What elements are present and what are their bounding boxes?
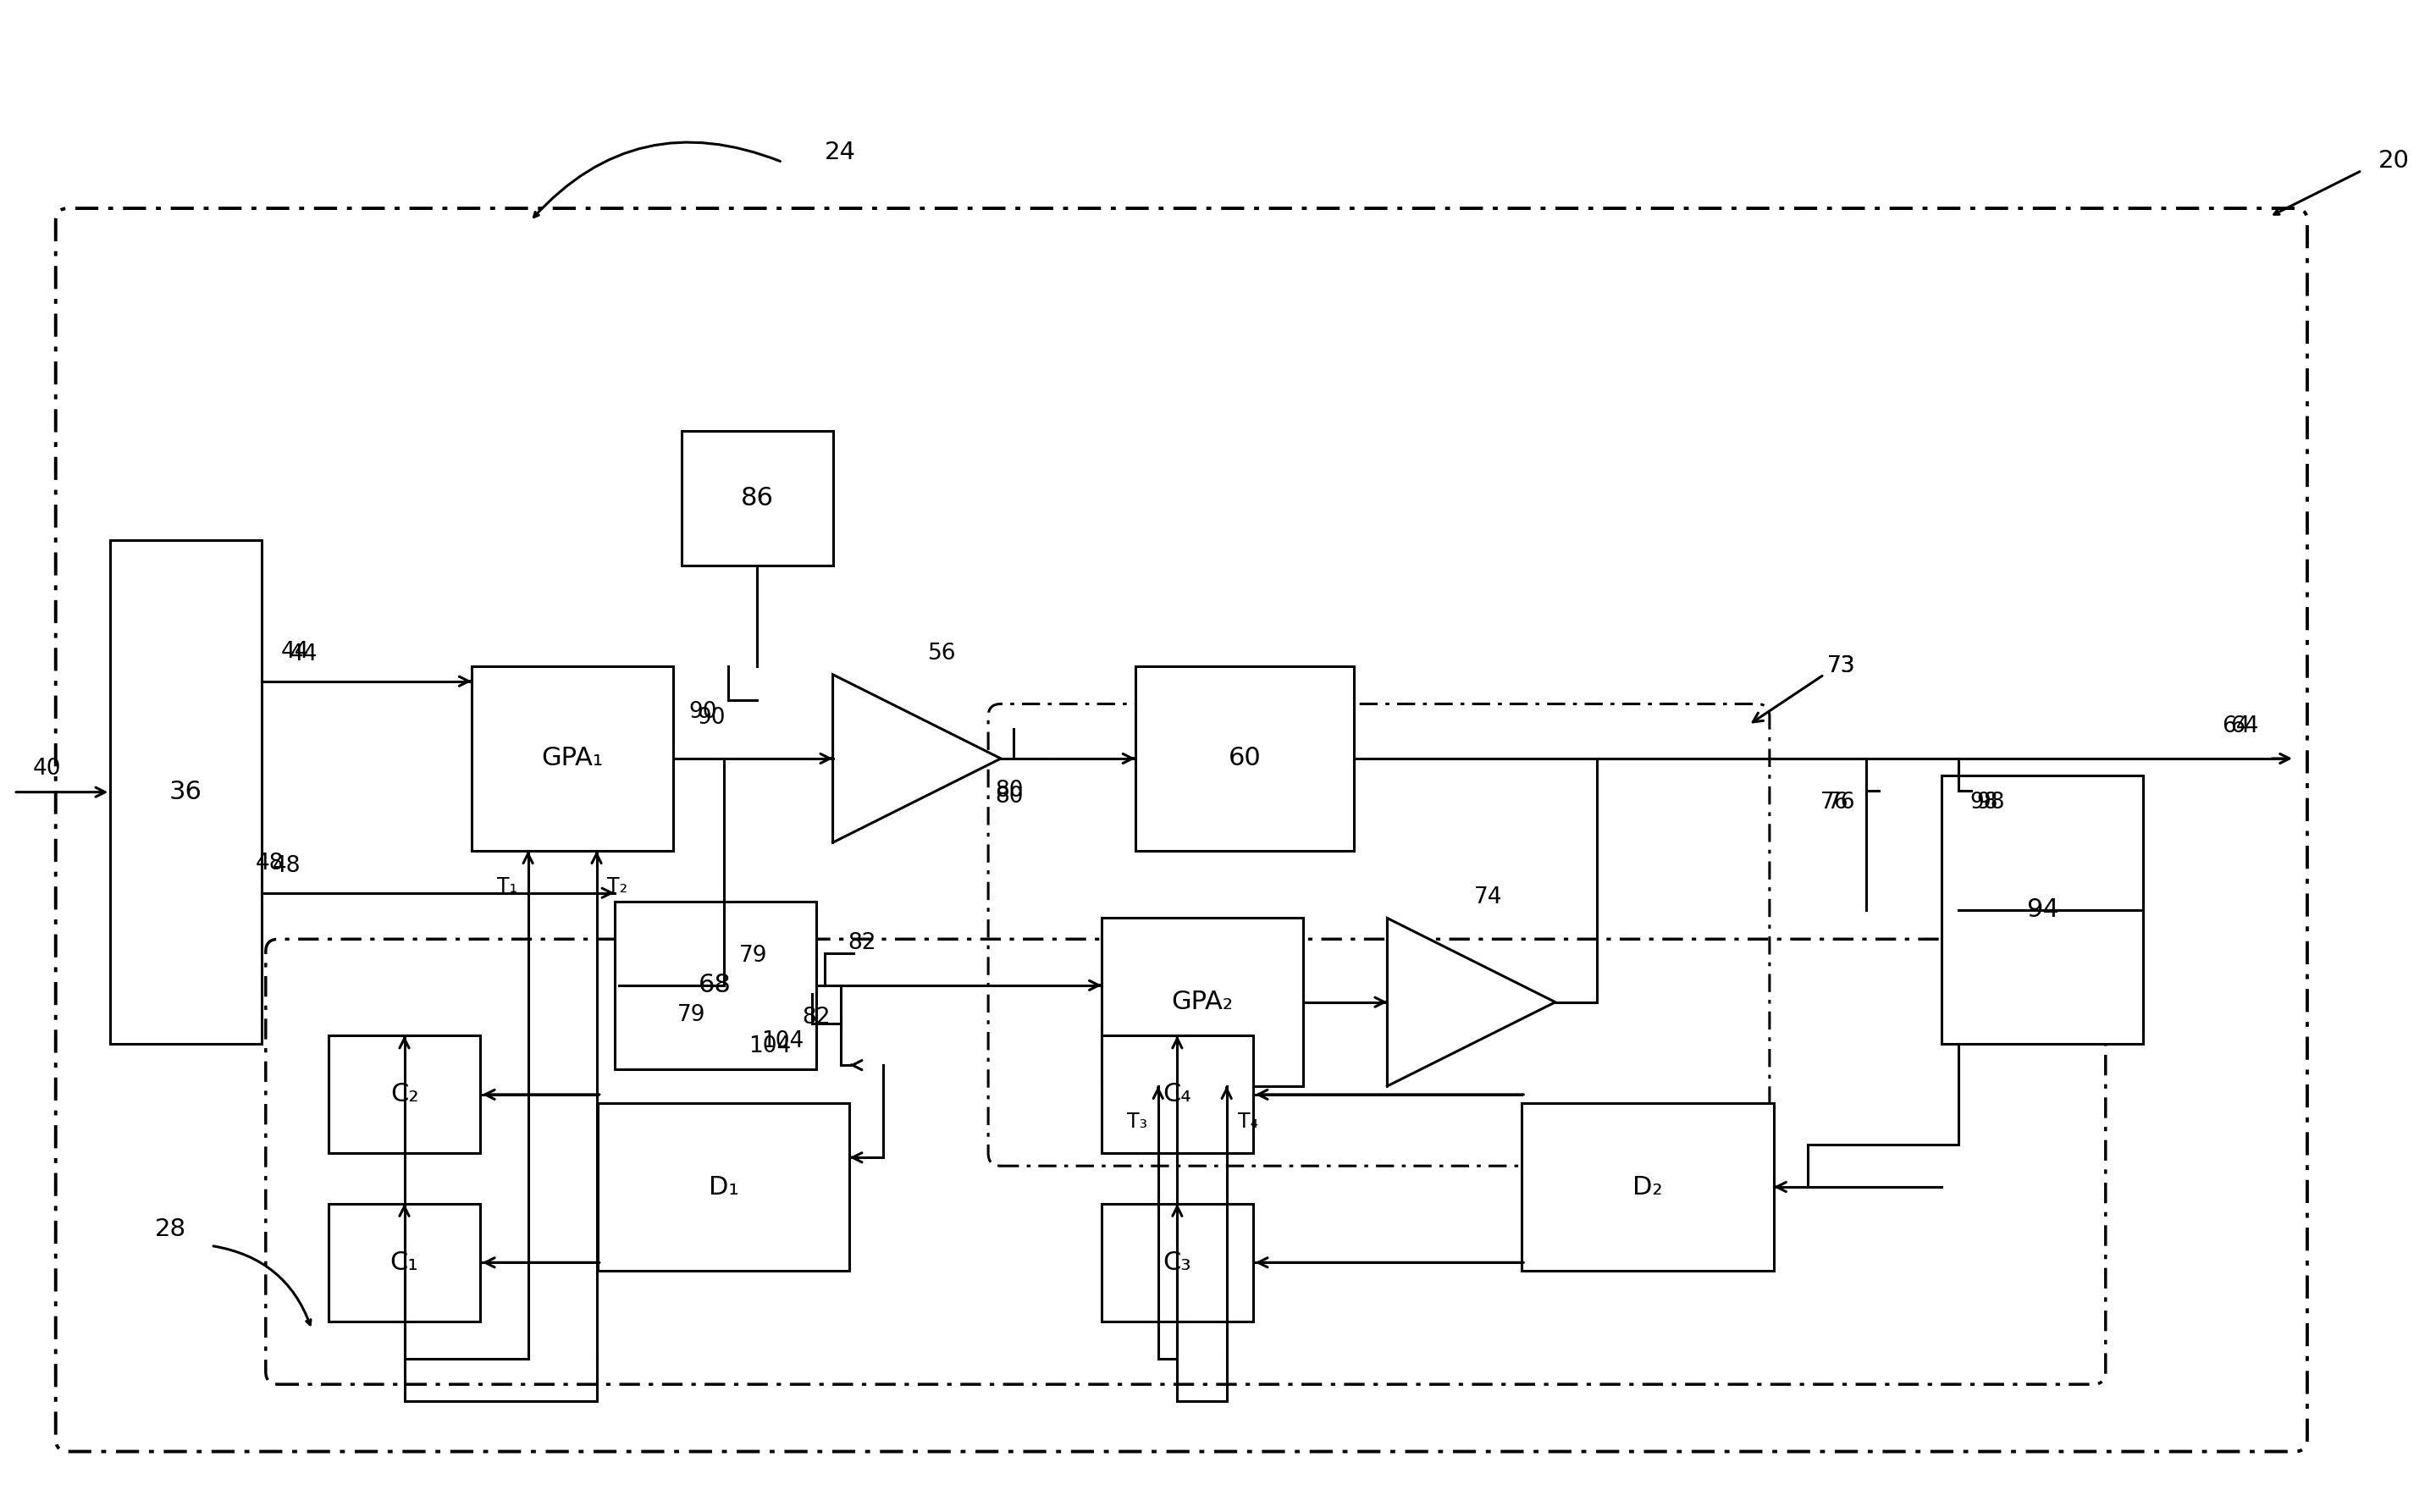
Bar — [329, 1036, 480, 1154]
Polygon shape — [1386, 918, 1554, 1086]
Text: 79: 79 — [738, 945, 767, 968]
Text: GPA₁: GPA₁ — [541, 747, 604, 771]
Text: 98: 98 — [1976, 791, 2005, 813]
Text: 80: 80 — [994, 779, 1023, 801]
Text: T₂: T₂ — [607, 875, 628, 897]
Text: 48: 48 — [273, 854, 302, 877]
Text: C₂: C₂ — [390, 1083, 419, 1107]
Text: 24: 24 — [823, 141, 855, 163]
Text: 76: 76 — [1820, 791, 1849, 813]
Text: 64: 64 — [2229, 715, 2258, 738]
Text: 36: 36 — [171, 780, 202, 804]
Text: 82: 82 — [848, 933, 877, 954]
Bar — [682, 431, 833, 565]
Text: T₃: T₃ — [1128, 1111, 1147, 1131]
Bar — [614, 901, 816, 1069]
Text: 80: 80 — [994, 785, 1023, 807]
Text: 68: 68 — [699, 974, 731, 998]
Bar — [473, 667, 672, 851]
Text: 44: 44 — [290, 643, 317, 665]
Text: 73: 73 — [1827, 655, 1856, 677]
Text: 60: 60 — [1228, 747, 1262, 771]
Bar — [1101, 1036, 1252, 1154]
Text: 79: 79 — [677, 1004, 706, 1025]
Text: 98: 98 — [1971, 791, 1998, 813]
Text: C₁: C₁ — [390, 1250, 419, 1275]
Text: C₄: C₄ — [1162, 1083, 1191, 1107]
Bar — [1101, 1204, 1252, 1321]
Text: 104: 104 — [748, 1036, 792, 1058]
Text: 90: 90 — [689, 702, 716, 723]
Text: D₂: D₂ — [1632, 1175, 1664, 1199]
Text: 64: 64 — [2222, 715, 2251, 738]
Text: 82: 82 — [801, 1005, 831, 1028]
Text: 44: 44 — [280, 641, 309, 662]
Text: 86: 86 — [741, 485, 775, 511]
Text: 94: 94 — [2027, 898, 2058, 922]
Text: 40: 40 — [34, 758, 61, 780]
Bar — [1522, 1102, 1773, 1272]
Bar — [1941, 776, 2144, 1045]
Text: 74: 74 — [1474, 886, 1503, 909]
Text: 48: 48 — [256, 853, 285, 874]
Text: GPA₂: GPA₂ — [1172, 990, 1233, 1015]
Bar — [1135, 667, 1354, 851]
Text: 73: 73 — [1827, 655, 1856, 677]
Text: 28: 28 — [153, 1217, 185, 1241]
Text: 76: 76 — [1827, 791, 1856, 813]
Text: D₁: D₁ — [709, 1175, 738, 1199]
Polygon shape — [833, 674, 1001, 842]
Bar — [597, 1102, 850, 1272]
Text: 90: 90 — [697, 708, 726, 729]
Bar — [110, 540, 261, 1045]
Text: T₁: T₁ — [497, 875, 516, 897]
Text: T₄: T₄ — [1237, 1111, 1257, 1131]
Text: 20: 20 — [2378, 148, 2409, 172]
Text: 104: 104 — [760, 1031, 804, 1052]
Text: 56: 56 — [928, 643, 957, 665]
Text: C₃: C₃ — [1162, 1250, 1191, 1275]
Bar — [329, 1204, 480, 1321]
Bar — [1101, 918, 1303, 1086]
